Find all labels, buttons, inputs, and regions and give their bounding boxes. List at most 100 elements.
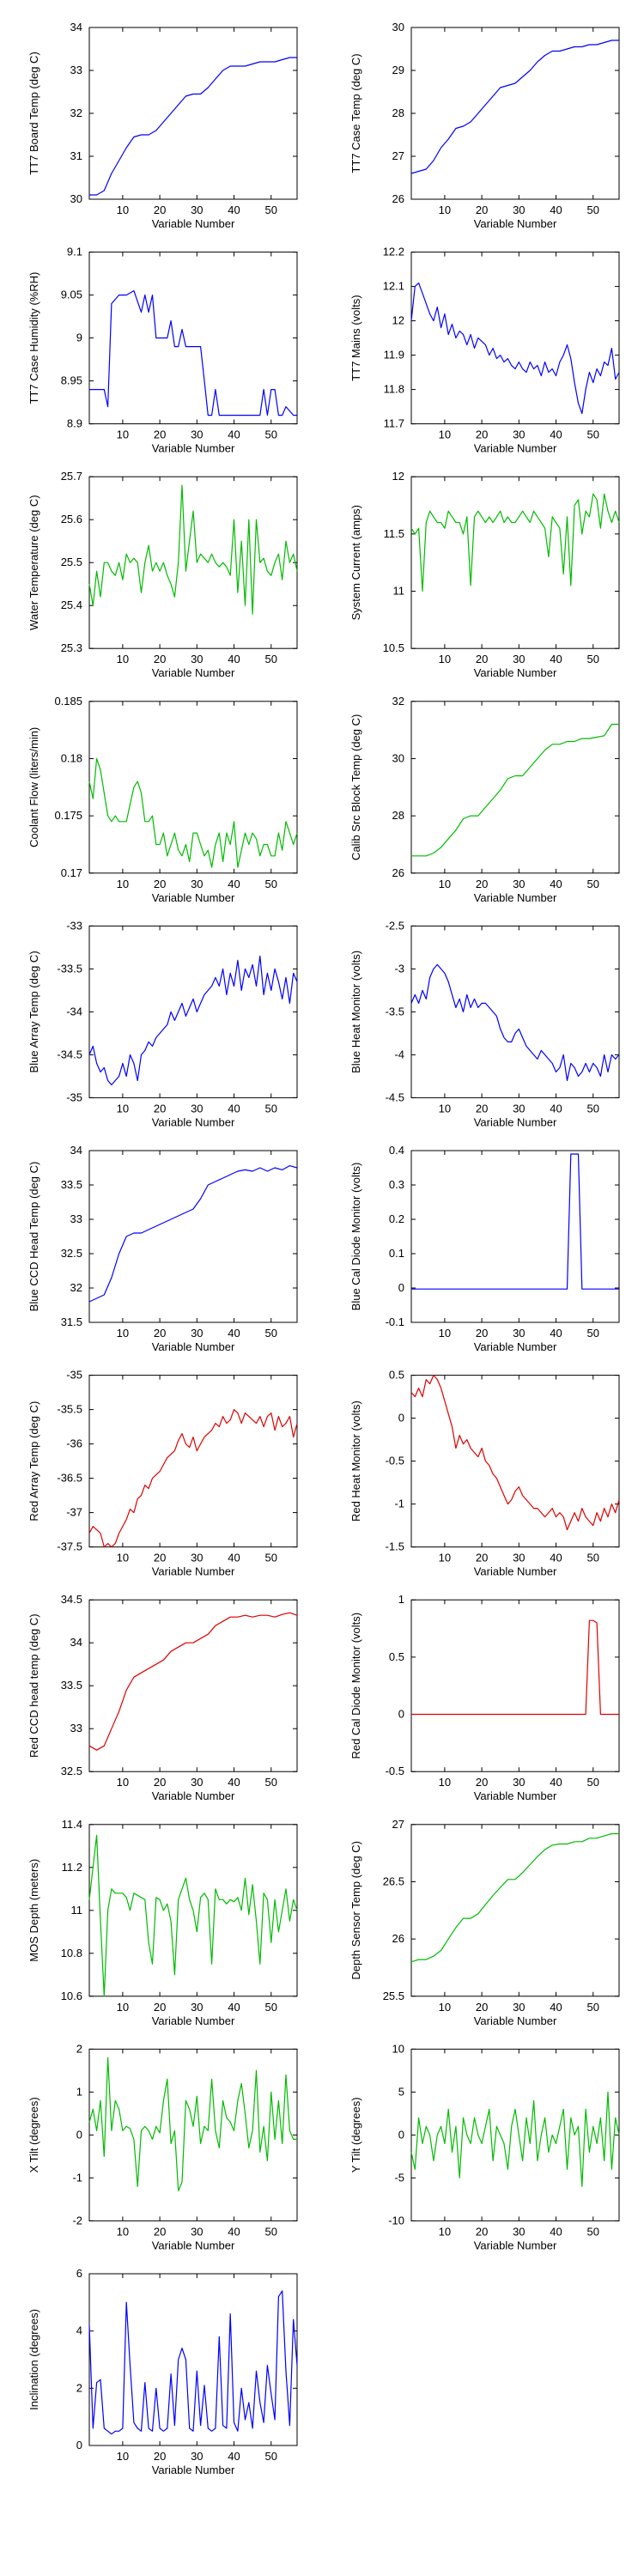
- x-tick-label: 40: [550, 1776, 562, 1789]
- x-tick-label: 30: [513, 2225, 525, 2238]
- x-tick-label: 30: [191, 1102, 203, 1115]
- x-tick-label: 50: [587, 2001, 599, 2014]
- y-tick-label: 0: [76, 2439, 82, 2451]
- y-axis-label: X Tilt (degrees): [27, 2097, 40, 2172]
- series-line: [410, 963, 620, 1082]
- x-tick-label: 20: [154, 1102, 166, 1115]
- y-tick-label: 0: [398, 1412, 404, 1425]
- x-tick-label: 50: [265, 2450, 277, 2463]
- x-axis-label: Variable Number: [474, 1115, 557, 1128]
- plot-frame: [88, 252, 298, 425]
- x-tick-label: 30: [191, 204, 203, 216]
- x-tick-label: 40: [550, 428, 562, 441]
- plot-frame: [410, 925, 620, 1098]
- y-tick-label: 32: [392, 695, 404, 708]
- x-tick-label: 40: [228, 1102, 240, 1115]
- y-tick-label: 4: [76, 2324, 82, 2337]
- x-tick-label: 20: [154, 2001, 166, 2014]
- x-tick-label: 30: [191, 653, 203, 665]
- y-tick-label: -1: [72, 2171, 82, 2184]
- x-tick-label: 20: [154, 2225, 166, 2238]
- x-tick-label: 10: [439, 1552, 451, 1564]
- x-tick-label: 40: [550, 2001, 562, 2014]
- plot-frame: [410, 252, 620, 425]
- x-tick-label: 20: [154, 428, 166, 441]
- x-tick-label: 30: [513, 1776, 525, 1789]
- y-tick-label: 0.5: [389, 1650, 404, 1663]
- x-tick-label: 30: [191, 1776, 203, 1789]
- y-tick-label: 33.5: [61, 1679, 82, 1692]
- chart-panel-15: 32.5 33 33.5 34 34.5 10 20 30 40 50 Variable Numbe…: [27, 1593, 298, 1802]
- x-tick-label: 20: [476, 1327, 488, 1340]
- y-tick-label: 28: [392, 106, 404, 119]
- series-line: [410, 493, 620, 592]
- x-tick-label: 40: [228, 1552, 240, 1564]
- x-tick-label: 10: [117, 878, 129, 890]
- y-tick-label: 27: [392, 149, 404, 162]
- y-tick-label: 34.5: [61, 1593, 82, 1606]
- x-axis-label: Variable Number: [474, 2014, 557, 2027]
- y-tick-label: 11.4: [62, 1818, 82, 1831]
- x-axis-label: Variable Number: [152, 2239, 235, 2251]
- y-tick-label: 33: [70, 1212, 82, 1225]
- x-tick-label: 30: [191, 2225, 203, 2238]
- y-tick-label: 12: [392, 470, 404, 483]
- y-tick-label: 33.5: [61, 1178, 82, 1191]
- x-axis-label: Variable Number: [474, 666, 557, 679]
- y-axis-label: TT7 Case Temp (deg C): [349, 53, 362, 173]
- x-axis-label: Variable Number: [474, 1340, 557, 1353]
- chart-panel-20: -10 -5 0 5 10 10 20 30 40 50 Variable Number Y Tilt…: [349, 2042, 620, 2251]
- x-tick-label: 30: [513, 1102, 525, 1115]
- x-tick-label: 40: [550, 204, 562, 216]
- x-tick-label: 50: [265, 878, 277, 890]
- y-tick-label: 9: [76, 331, 82, 344]
- x-tick-label: 30: [513, 878, 525, 890]
- plot-frame: [410, 1375, 620, 1548]
- y-tick-label: -3: [394, 962, 404, 975]
- x-tick-label: 30: [513, 1327, 525, 1340]
- x-tick-label: 10: [117, 1776, 129, 1789]
- chart-panel-16: -0.5 0 0.5 1 10 20 30 40 50 Variable Number Red Ca…: [349, 1593, 620, 1802]
- y-tick-label: -3.5: [386, 1005, 404, 1018]
- y-tick-label: 0.4: [389, 1144, 404, 1157]
- chart-panel-3: 8.9 8.95 9 9.05 9.1 10 20 30 40 50 Variable Number…: [27, 246, 298, 455]
- y-axis-label: Calib Src Block Temp (deg C): [349, 714, 362, 860]
- y-tick-label: 32.5: [61, 1765, 82, 1777]
- x-axis-label: Variable Number: [474, 217, 557, 230]
- plot-frame: [88, 2273, 298, 2446]
- chart-panel-12: -0.1 0 0.1 0.2 0.3 0.4 10 20 30 40 50 Variable Numb…: [349, 1144, 620, 1353]
- y-tick-label: -35: [66, 1091, 82, 1103]
- x-tick-label: 20: [154, 204, 166, 216]
- plot-frame: [88, 1375, 298, 1548]
- x-tick-label: 10: [117, 2001, 129, 2014]
- y-tick-label: 32: [70, 1281, 82, 1294]
- x-tick-label: 50: [587, 428, 599, 441]
- x-tick-label: 20: [154, 2450, 166, 2463]
- y-tick-label: 30: [70, 192, 82, 205]
- x-tick-label: 10: [439, 428, 451, 441]
- x-tick-label: 40: [550, 878, 562, 890]
- plot-frame: [88, 476, 298, 649]
- plot-frame: [410, 1599, 620, 1772]
- y-tick-label: -35: [66, 1369, 82, 1382]
- y-tick-label: 12.1: [383, 280, 404, 293]
- y-tick-label: 34: [70, 1636, 82, 1649]
- y-tick-label: -36.5: [57, 1472, 82, 1485]
- y-tick-label: 8.9: [67, 417, 82, 430]
- y-tick-label: -34.5: [57, 1048, 82, 1060]
- y-axis-label: Y Tilt (degrees): [349, 2097, 362, 2172]
- y-tick-label: 31.5: [61, 1315, 82, 1328]
- chart-panel-5: 25.3 25.4 25.5 25.6 25.7 10 20 30 40 50 Variable N…: [27, 470, 298, 679]
- chart-panel-13: -37.5 -37 -36.5 -36 -35.5 -35 10 20 30 40 50 Variab…: [27, 1369, 298, 1578]
- y-tick-label: 25.7: [61, 470, 82, 483]
- x-tick-label: 20: [476, 878, 488, 890]
- y-tick-label: 25.6: [61, 513, 82, 526]
- series-line: [88, 955, 298, 1086]
- x-tick-label: 30: [191, 878, 203, 890]
- chart-panel-8: 26 28 30 32 10 20 30 40 50 Variable Number Calib S…: [349, 695, 620, 904]
- y-tick-label: 25.5: [383, 1990, 404, 2002]
- x-tick-label: 50: [587, 1552, 599, 1564]
- y-tick-label: 26.5: [383, 1874, 404, 1887]
- x-tick-label: 20: [476, 2225, 488, 2238]
- x-tick-label: 40: [550, 1102, 562, 1115]
